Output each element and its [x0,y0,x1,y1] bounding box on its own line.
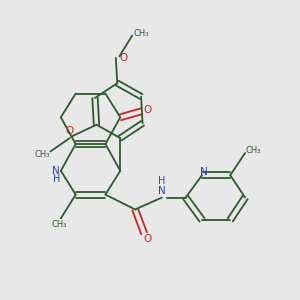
Text: CH₃: CH₃ [133,29,149,38]
Text: O: O [143,105,152,115]
Text: O: O [119,53,128,63]
Text: N: N [158,186,166,196]
Text: CH₃: CH₃ [52,220,67,230]
Text: N: N [200,167,207,177]
Text: O: O [66,126,74,136]
Text: N: N [52,166,60,176]
Text: H: H [53,174,60,184]
Text: CH₃: CH₃ [34,150,50,159]
Text: CH₃: CH₃ [246,146,261,154]
Text: H: H [158,176,166,186]
Text: O: O [143,234,151,244]
